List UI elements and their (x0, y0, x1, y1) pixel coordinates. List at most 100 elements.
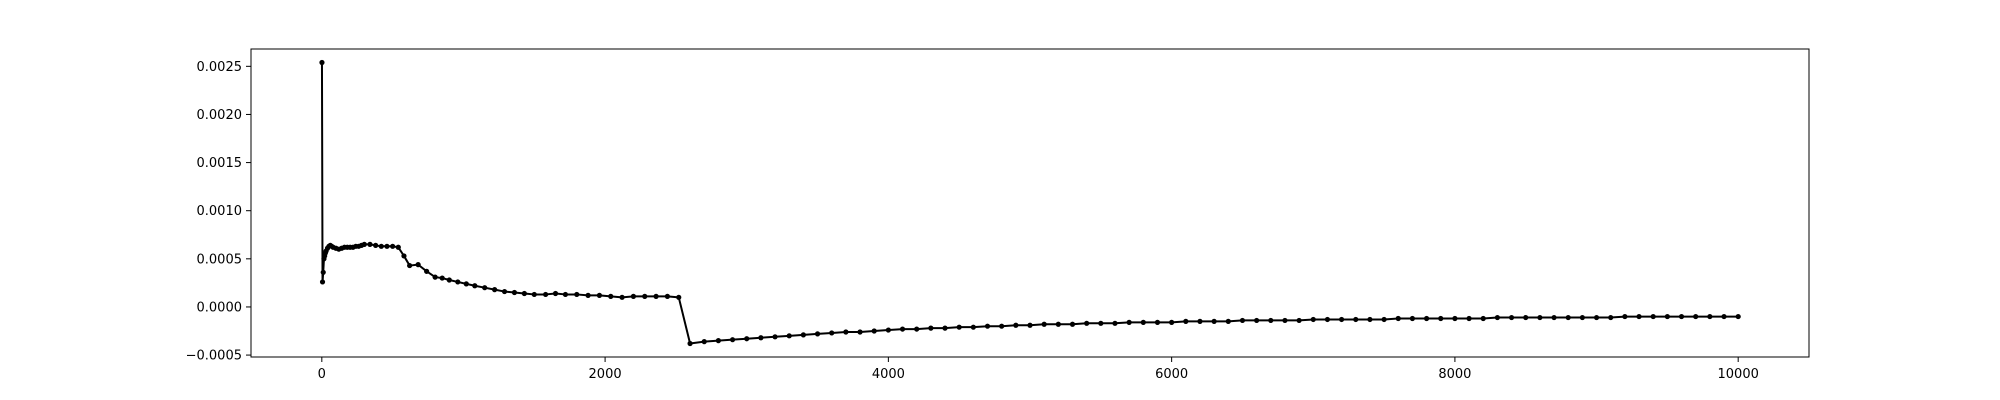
data-point (999, 323, 1005, 329)
data-point (857, 329, 863, 335)
data-point (619, 294, 625, 300)
x-axis: 0 2000 4000 6000 8000 10000 (318, 357, 1759, 382)
data-point (608, 293, 614, 299)
data-point (415, 262, 421, 268)
data-point (1735, 313, 1741, 320)
data-point (1282, 317, 1288, 324)
y-tick-label: 0.0000 (197, 300, 243, 315)
data-point (361, 241, 367, 247)
data-point (676, 294, 682, 300)
data-point (501, 288, 508, 295)
data-point (1353, 316, 1359, 323)
data-point (653, 293, 659, 299)
data-point (984, 323, 991, 329)
data-point (531, 291, 537, 298)
data-point (1225, 318, 1231, 324)
data-point (1721, 313, 1727, 320)
data-point (1112, 320, 1118, 326)
data-point (800, 332, 806, 338)
data-point (367, 241, 373, 247)
data-point (701, 339, 707, 345)
data-point (1409, 315, 1416, 322)
data-point (914, 326, 920, 332)
data-point (1211, 318, 1217, 324)
data-point (319, 279, 326, 285)
data-point (1664, 313, 1670, 320)
data-point (446, 277, 452, 283)
y-tick-label: 0.0020 (197, 108, 243, 123)
plot-area-frame (250, 48, 1810, 358)
x-tick-label: 2000 (589, 367, 622, 382)
data-point (320, 269, 326, 275)
data-point (899, 326, 906, 332)
data-point (373, 242, 379, 248)
data-point (715, 338, 722, 344)
data-point (814, 331, 821, 337)
data-point (1084, 320, 1090, 326)
data-point (390, 243, 396, 249)
data-point (928, 325, 934, 331)
data-point (439, 275, 445, 281)
data-point (1678, 313, 1685, 320)
data-point (871, 328, 877, 334)
x-tick-label: 0 (318, 367, 326, 382)
data-point (1041, 321, 1047, 327)
data-point (1254, 317, 1260, 324)
data-point (1296, 317, 1302, 324)
data-point (1466, 315, 1472, 322)
y-tick-label: 0.0025 (197, 60, 243, 75)
y-tick-label: 0.0015 (197, 156, 243, 171)
data-point (552, 290, 559, 297)
data-point (729, 337, 736, 343)
data-point (1593, 314, 1600, 321)
data-point (401, 253, 407, 259)
data-point (744, 336, 750, 342)
data-point (970, 324, 976, 330)
data-point (1339, 316, 1345, 323)
data-point (1126, 319, 1132, 325)
data-point (1579, 314, 1585, 321)
data-point (395, 244, 401, 250)
data-point (1395, 315, 1401, 322)
data-point (885, 327, 891, 333)
data-point (1438, 315, 1444, 322)
data-point (1324, 316, 1331, 323)
data-point (585, 292, 591, 298)
data-point (1013, 322, 1019, 328)
data-point (455, 279, 461, 285)
data-point (942, 325, 948, 331)
data-point (574, 291, 580, 298)
data-point (482, 285, 488, 291)
x-tick-label: 4000 (872, 367, 905, 382)
data-point (1452, 315, 1458, 322)
data-point (1140, 319, 1146, 325)
data-point (463, 281, 469, 287)
data-point (1565, 314, 1571, 321)
data-point (492, 287, 498, 293)
data-point (1367, 316, 1373, 323)
data-point (956, 324, 962, 330)
data-point (472, 283, 478, 289)
data-point (596, 292, 603, 298)
data-point (1622, 313, 1628, 320)
data-point (687, 340, 693, 347)
data-point (758, 335, 764, 341)
data-point (1098, 320, 1104, 326)
data-point (664, 293, 671, 299)
data-point (1197, 318, 1203, 324)
data-point (1537, 314, 1543, 321)
data-point (1310, 316, 1316, 323)
data-point (384, 243, 390, 249)
data-point (1693, 313, 1699, 320)
y-tick-label: 0.0005 (197, 252, 243, 267)
data-point (1268, 317, 1274, 324)
data-point (424, 268, 430, 274)
data-point (1027, 322, 1033, 328)
x-tick-label: 8000 (1438, 367, 1471, 382)
series-layer (319, 59, 1741, 347)
data-point (843, 329, 849, 335)
data-point (432, 274, 438, 280)
data-point (407, 262, 413, 269)
data-point (521, 290, 527, 297)
